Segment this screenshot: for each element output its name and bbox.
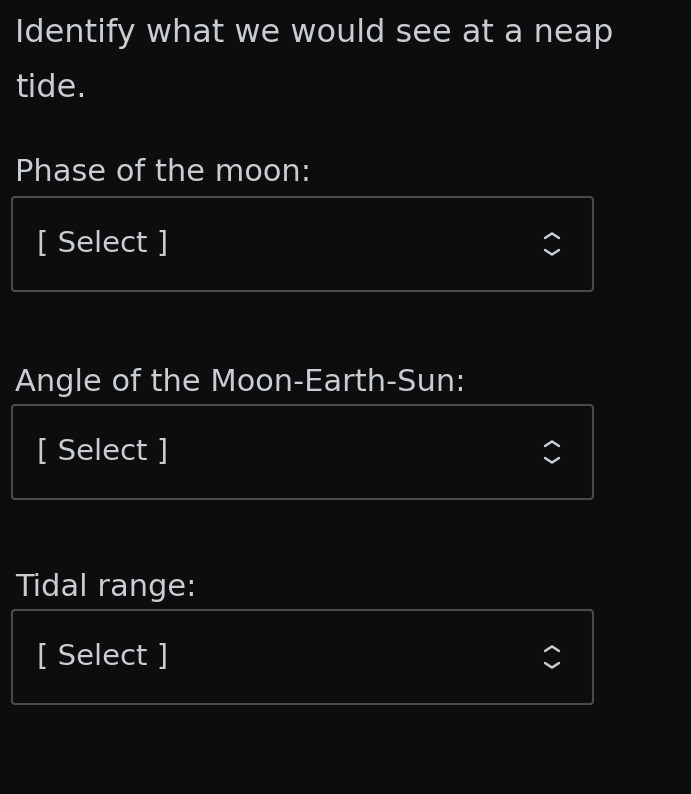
Text: Phase of the moon:: Phase of the moon: bbox=[15, 158, 311, 187]
FancyBboxPatch shape bbox=[12, 405, 593, 499]
FancyBboxPatch shape bbox=[12, 610, 593, 704]
Text: [ Select ]: [ Select ] bbox=[37, 230, 168, 258]
Text: [ Select ]: [ Select ] bbox=[37, 438, 168, 466]
Text: tide.: tide. bbox=[15, 73, 86, 104]
Text: Tidal range:: Tidal range: bbox=[15, 573, 196, 602]
Text: Identify what we would see at a neap: Identify what we would see at a neap bbox=[15, 18, 614, 49]
Text: Angle of the Moon-Earth-Sun:: Angle of the Moon-Earth-Sun: bbox=[15, 368, 466, 397]
FancyBboxPatch shape bbox=[12, 197, 593, 291]
Text: [ Select ]: [ Select ] bbox=[37, 643, 168, 671]
